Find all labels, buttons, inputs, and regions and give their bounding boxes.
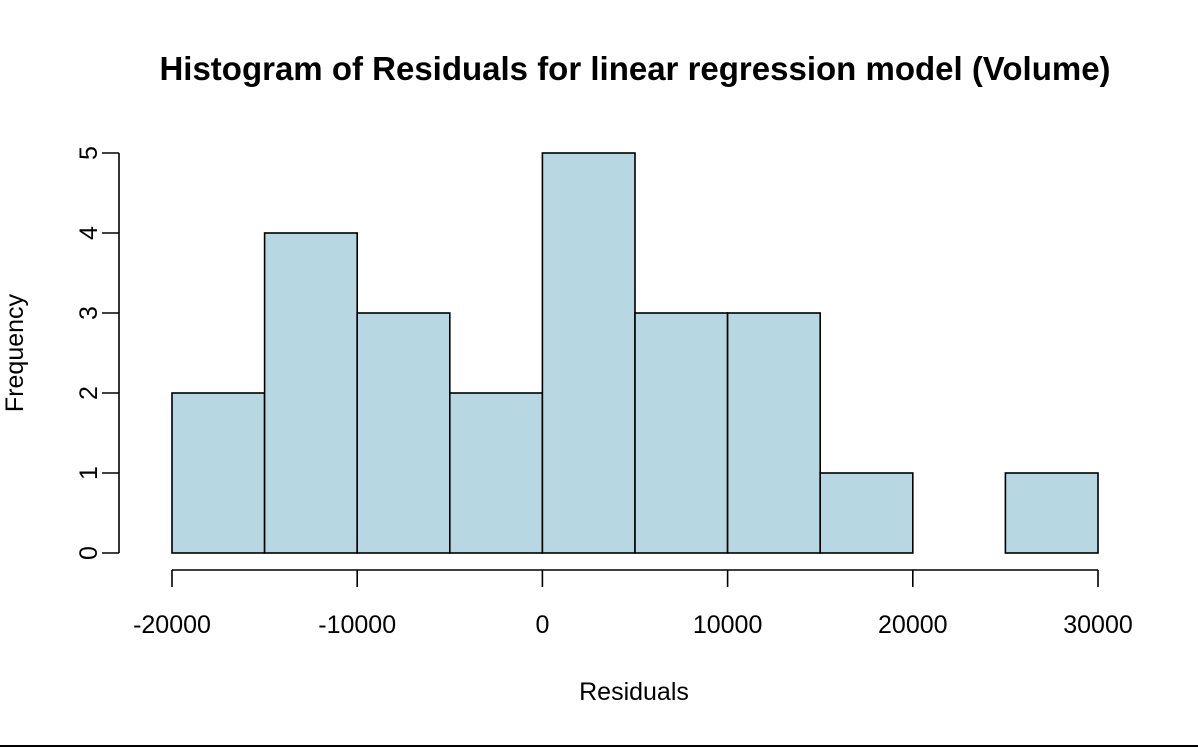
bars-group <box>171 152 1099 554</box>
y-tick-label: 2 <box>75 386 103 400</box>
x-tick-label: 20000 <box>878 611 948 639</box>
y-axis-label: Frequency <box>1 293 29 412</box>
y-tick-label: 3 <box>75 306 103 320</box>
histogram-bar <box>726 312 821 554</box>
histogram-bar <box>634 312 729 554</box>
x-tick-label: 0 <box>535 611 549 639</box>
x-tick-label: -10000 <box>318 611 396 639</box>
y-tick-label: 5 <box>75 146 103 160</box>
y-tick-label: 4 <box>75 226 103 240</box>
histogram-bar <box>541 152 636 554</box>
histogram-bar <box>171 392 266 554</box>
histogram-bar <box>1004 472 1099 554</box>
chart-title: Histogram of Residuals for linear regres… <box>159 50 1110 87</box>
x-axis: -20000 -10000 0 10000 20000 30000 <box>133 569 1133 639</box>
histogram-bar <box>448 392 544 554</box>
y-axis: 0 1 2 3 4 5 <box>75 146 120 560</box>
y-tick-label: 0 <box>75 546 103 560</box>
y-tick-label: 1 <box>75 466 103 480</box>
x-tick-label: 10000 <box>693 611 763 639</box>
histogram-bar <box>819 472 914 554</box>
histogram-bar <box>356 312 451 554</box>
x-tick-label: -20000 <box>133 611 211 639</box>
histogram-bar <box>263 232 359 554</box>
x-tick-label: 30000 <box>1063 611 1133 639</box>
x-axis-label: Residuals <box>579 678 689 706</box>
